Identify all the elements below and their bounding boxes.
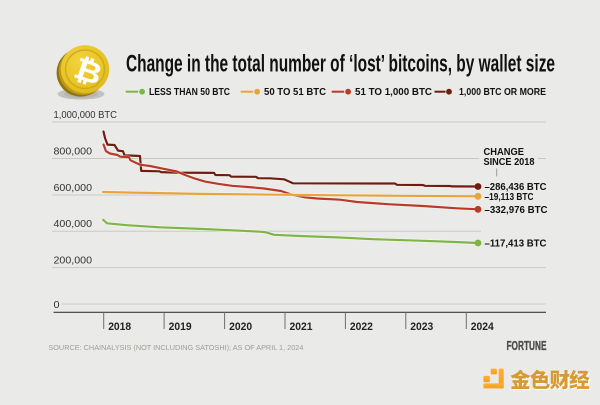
svg-text:FORTUNE: FORTUNE bbox=[507, 339, 547, 353]
svg-text:2019: 2019 bbox=[169, 321, 192, 333]
svg-text:400,000: 400,000 bbox=[54, 219, 93, 230]
svg-text:600,000: 600,000 bbox=[54, 183, 93, 194]
svg-text:CHANGE: CHANGE bbox=[484, 146, 525, 158]
svg-text:2021: 2021 bbox=[290, 321, 313, 333]
svg-text:–286,436 BTC: –286,436 BTC bbox=[485, 181, 547, 193]
svg-text:2020: 2020 bbox=[229, 321, 252, 333]
svg-text:2023: 2023 bbox=[410, 321, 433, 333]
svg-text:Change in the total number of: Change in the total number of ‘lost’ bit… bbox=[126, 51, 555, 78]
svg-text:–117,413 BTC: –117,413 BTC bbox=[485, 238, 547, 250]
svg-text:–332,976 BTC: –332,976 BTC bbox=[485, 204, 548, 216]
svg-text:LESS THAN 50 BTC: LESS THAN 50 BTC bbox=[149, 87, 230, 98]
svg-text:50 TO 51 BTC: 50 TO 51 BTC bbox=[264, 87, 326, 98]
svg-text:2018: 2018 bbox=[108, 321, 131, 333]
svg-text:200,000: 200,000 bbox=[54, 256, 93, 267]
svg-text:2022: 2022 bbox=[350, 321, 373, 333]
svg-text:1,000,000 BTC: 1,000,000 BTC bbox=[54, 110, 118, 121]
svg-text:–19,113 BTC: –19,113 BTC bbox=[485, 191, 534, 203]
svg-text:800,000: 800,000 bbox=[54, 147, 93, 158]
svg-text:2024: 2024 bbox=[471, 321, 495, 333]
svg-text:SOURCE: CHAINALYSIS (NOT INCLU: SOURCE: CHAINALYSIS (NOT INCLUDING SATOS… bbox=[48, 345, 303, 352]
svg-text:SINCE 2018: SINCE 2018 bbox=[484, 156, 535, 168]
svg-text:1,000 BTC OR MORE: 1,000 BTC OR MORE bbox=[459, 87, 546, 98]
svg-text:51 TO 1,000 BTC: 51 TO 1,000 BTC bbox=[355, 87, 432, 98]
svg-text:0: 0 bbox=[54, 300, 60, 311]
